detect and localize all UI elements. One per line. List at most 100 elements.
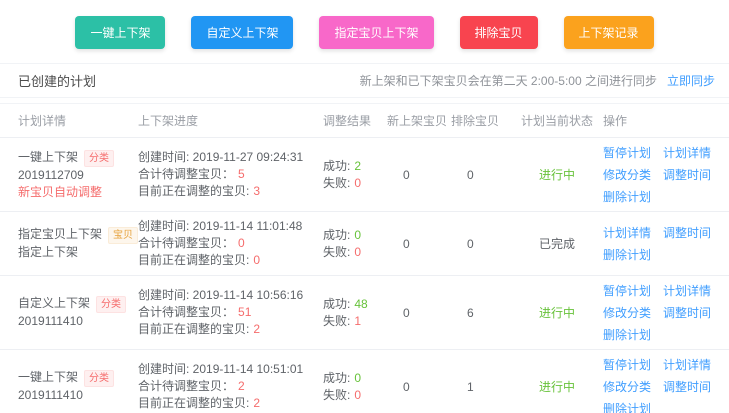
success-count: 成功: 0	[323, 370, 387, 387]
pause-plan-link[interactable]: 暂停计划	[603, 284, 652, 298]
total-pending-value: 0	[238, 236, 245, 250]
exclude-items-button[interactable]: 排除宝贝	[459, 16, 538, 49]
created-time: 创建时间: 2019-11-14 10:51:01	[138, 362, 304, 376]
result-cell: 成功: 0 失败: 0	[323, 370, 387, 404]
plan-name: 指定宝贝上下架	[18, 227, 103, 241]
plan-detail-link[interactable]: 计划详情	[663, 146, 712, 160]
plans-table: 计划详情 上下架进度 调整结果 新上架宝贝 排除宝贝 计划当前状态 操作 一键上下架 分类 20…	[0, 103, 729, 413]
plan-status: 已完成	[539, 237, 576, 251]
success-value: 0	[354, 227, 362, 242]
adjust-time-link[interactable]: 调整时间	[663, 168, 712, 182]
total-pending-value: 2	[238, 379, 245, 393]
custom-listing-button[interactable]: 自定义上下架	[191, 16, 294, 49]
fail-label: 失败:	[323, 175, 351, 190]
adjust-time-link[interactable]: 调整时间	[663, 226, 712, 240]
fail-count: 失败: 0	[323, 244, 387, 261]
progress-cell: 创建时间: 2019-11-27 09:24:31 合计待调整宝贝： 5 目前正在调整…	[138, 149, 323, 200]
column-header-6: 计划当前状态	[521, 114, 594, 128]
success-label: 成功:	[323, 296, 351, 311]
status-cell: 进行中	[521, 378, 603, 395]
fail-count: 失败: 0	[323, 387, 387, 404]
specified-item-listing-button[interactable]: 指定宝贝上下架	[319, 16, 434, 49]
modify-category-link[interactable]: 修改分类	[603, 168, 652, 182]
section-header: 已创建的计划 新上架和已下架宝贝会在第二天 2:00-5:00 之间进行同步 立…	[0, 63, 729, 98]
result-cell: 成功: 0 失败: 0	[323, 227, 387, 261]
plan-id: 指定上下架	[18, 245, 79, 259]
currently-adjusting: 目前正在调整的宝贝: 2	[138, 395, 323, 412]
new-listed-count: 0	[403, 236, 410, 251]
sync-info: 新上架和已下架宝贝会在第二天 2:00-5:00 之间进行同步 立即同步	[360, 72, 715, 89]
new-listed-count: 0	[403, 305, 410, 320]
plan-detail-cell: 指定宝贝上下架 宝贝 指定上下架	[18, 226, 139, 261]
delete-plan-link[interactable]: 删除计划	[603, 402, 652, 413]
sync-now-link[interactable]: 立即同步	[666, 74, 715, 88]
adjust-time-link[interactable]: 调整时间	[663, 306, 712, 320]
column-header-7: 操作	[603, 114, 628, 128]
success-label: 成功:	[323, 370, 351, 385]
table-row: 一键上下架 分类 2019112709 新宝贝自动调整 创建时间: 2019-11-27…	[0, 138, 729, 212]
table-body: 一键上下架 分类 2019112709 新宝贝自动调整 创建时间: 2019-11-27…	[0, 138, 729, 413]
modify-category-link[interactable]: 修改分类	[603, 380, 652, 394]
pause-plan-link[interactable]: 暂停计划	[603, 146, 652, 160]
status-cell: 进行中	[521, 166, 603, 183]
excluded-count: 0	[467, 236, 474, 251]
success-count: 成功: 0	[323, 227, 387, 244]
total-pending-label: 合计待调整宝贝：	[138, 236, 235, 250]
column-header-1: 计划详情	[18, 114, 67, 128]
plan-detail-link[interactable]: 计划详情	[663, 284, 712, 298]
currently-adjusting-label: 目前正在调整的宝贝:	[138, 253, 250, 267]
delete-plan-link[interactable]: 删除计划	[603, 328, 652, 342]
currently-adjusting: 目前正在调整的宝贝: 0	[138, 252, 323, 269]
plan-detail-link[interactable]: 计划详情	[663, 358, 712, 372]
fail-value: 1	[354, 313, 362, 328]
excluded-count: 1	[467, 379, 474, 394]
fail-value: 0	[354, 387, 362, 402]
currently-adjusting-value: 0	[253, 253, 261, 267]
currently-adjusting-label: 目前正在调整的宝贝:	[138, 396, 250, 410]
one-key-listing-button[interactable]: 一键上下架	[75, 16, 166, 49]
actions-cell: 暂停计划 计划详情 修改分类 调整时间 删除计划	[603, 144, 717, 205]
success-value: 48	[354, 296, 368, 311]
listing-records-button[interactable]: 上下架记录	[563, 16, 654, 49]
modify-category-link[interactable]: 修改分类	[603, 306, 652, 320]
total-pending: 合计待调整宝贝： 0	[138, 235, 323, 252]
total-pending-value: 51	[238, 305, 252, 319]
plan-type-badge: 分类	[84, 370, 115, 387]
fail-value: 0	[354, 175, 362, 190]
success-count: 成功: 48	[323, 296, 387, 313]
plan-detail-cell: 自定义上下架 分类 2019111410	[18, 295, 138, 330]
success-label: 成功:	[323, 227, 351, 242]
plan-id: 2019112709	[18, 167, 84, 182]
plan-type-badge: 分类	[96, 296, 127, 313]
plan-detail-link[interactable]: 计划详情	[603, 226, 652, 240]
currently-adjusting-value: 3	[253, 184, 261, 198]
created-time: 创建时间: 2019-11-14 11:01:48	[138, 219, 303, 233]
actions-cell: 计划详情 调整时间 删除计划	[603, 224, 717, 263]
currently-adjusting: 目前正在调整的宝贝: 3	[138, 183, 323, 200]
plan-detail-cell: 一键上下架 分类 2019111410	[18, 369, 138, 404]
total-pending-value: 5	[238, 167, 245, 181]
currently-adjusting: 目前正在调整的宝贝: 2	[138, 321, 323, 338]
success-label: 成功:	[323, 158, 351, 173]
fail-label: 失败:	[323, 387, 351, 402]
toolbar: 一键上下架 自定义上下架 指定宝贝上下架 排除宝贝 上下架记录	[0, 0, 729, 49]
pause-plan-link[interactable]: 暂停计划	[603, 358, 652, 372]
actions-cell: 暂停计划 计划详情 修改分类 调整时间 删除计划	[603, 282, 717, 343]
delete-plan-link[interactable]: 删除计划	[603, 190, 652, 204]
progress-cell: 创建时间: 2019-11-14 10:56:16 合计待调整宝贝： 51 目前正在调…	[138, 287, 323, 338]
status-cell: 进行中	[521, 304, 603, 321]
created-time: 创建时间: 2019-11-14 10:56:16	[138, 288, 304, 302]
adjust-time-link[interactable]: 调整时间	[663, 380, 712, 394]
plan-note: 新宝贝自动调整	[18, 184, 103, 199]
total-pending-label: 合计待调整宝贝：	[138, 167, 235, 181]
plan-name: 一键上下架	[18, 370, 79, 384]
column-header-3: 调整结果	[323, 114, 372, 128]
fail-label: 失败:	[323, 244, 351, 259]
table-row: 指定宝贝上下架 宝贝 指定上下架 创建时间: 2019-11-14 11:01:48 合…	[0, 212, 729, 276]
new-listed-count: 0	[403, 167, 410, 182]
delete-plan-link[interactable]: 删除计划	[603, 248, 652, 262]
success-value: 2	[354, 158, 362, 173]
total-pending-label: 合计待调整宝贝：	[138, 305, 235, 319]
success-count: 成功: 2	[323, 158, 387, 175]
